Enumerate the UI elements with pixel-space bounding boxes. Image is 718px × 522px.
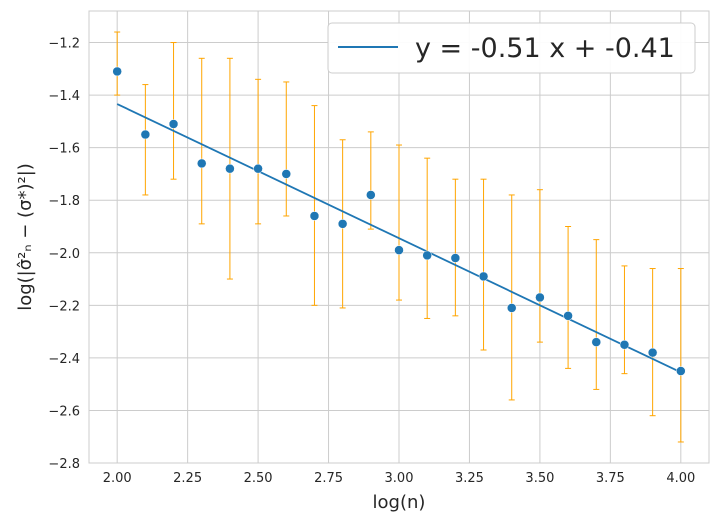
legend: y = -0.51 x + -0.41 bbox=[327, 22, 696, 74]
y-axis-label: log(|σ̂²ₙ − (σ*)²|) bbox=[15, 163, 36, 311]
x-tick-label: 2.50 bbox=[244, 471, 273, 486]
error-bar bbox=[565, 225, 572, 369]
data-point bbox=[281, 169, 292, 179]
error-bar bbox=[452, 178, 459, 317]
error-bar bbox=[396, 144, 402, 301]
x-axis-label: log(n) bbox=[373, 492, 426, 513]
data-point bbox=[591, 337, 602, 347]
error-bar bbox=[508, 194, 515, 401]
fit-line bbox=[116, 103, 682, 374]
x-tick-label: 4.00 bbox=[666, 471, 695, 486]
error-bar bbox=[367, 131, 374, 230]
data-point bbox=[168, 119, 179, 129]
x-tick-label: 3.75 bbox=[596, 471, 625, 486]
error-bar bbox=[142, 84, 149, 196]
fit-line-group bbox=[116, 103, 682, 374]
y-tick-label: −2.2 bbox=[48, 299, 80, 314]
data-point bbox=[676, 366, 686, 376]
y-tick-labels: −1.2 −1.4 −1.6 −1.8 −2.0 −2.2 −2.4 −2.6 −2.8 bbox=[48, 37, 80, 472]
error-bar bbox=[677, 268, 684, 443]
error-bar bbox=[649, 268, 656, 417]
error-bar bbox=[114, 31, 121, 96]
data-point bbox=[478, 271, 489, 282]
x-tick-label: 3.25 bbox=[455, 471, 484, 486]
y-tick-label: −2.4 bbox=[48, 352, 80, 367]
x-tick-label: 2.00 bbox=[103, 471, 132, 486]
data-points bbox=[112, 66, 686, 376]
error-bar bbox=[198, 57, 205, 225]
data-point bbox=[563, 311, 573, 321]
y-tick-label: −2.8 bbox=[48, 457, 80, 472]
error-bar bbox=[621, 265, 628, 375]
data-point bbox=[535, 292, 545, 303]
x-tick-label: 2.75 bbox=[314, 471, 343, 486]
data-point bbox=[225, 163, 235, 174]
y-tick-label: −1.8 bbox=[48, 194, 80, 209]
error-bar bbox=[255, 78, 262, 225]
y-tick-label: −1.2 bbox=[48, 37, 80, 52]
y-tick-label: −2.0 bbox=[48, 247, 80, 262]
data-point bbox=[140, 129, 151, 140]
data-point bbox=[422, 250, 432, 261]
error-bar bbox=[480, 178, 487, 351]
y-tick-label: −2.6 bbox=[48, 404, 80, 419]
legend-label: y = -0.51 x + -0.41 bbox=[415, 33, 675, 64]
error-bar bbox=[283, 81, 290, 217]
error-bar bbox=[311, 105, 318, 306]
error-bar bbox=[170, 42, 177, 180]
legend-box bbox=[327, 22, 696, 74]
data-point bbox=[112, 66, 122, 77]
data-point bbox=[196, 158, 207, 169]
data-point bbox=[253, 163, 263, 174]
x-tick-label: 3.00 bbox=[385, 471, 414, 486]
x-tick-label: 2.25 bbox=[173, 471, 202, 486]
plot-frame bbox=[88, 10, 710, 464]
error-bar bbox=[424, 157, 431, 319]
data-point bbox=[506, 303, 517, 313]
data-point bbox=[366, 190, 376, 200]
x-tick-labels: 2.00 2.25 2.50 2.75 3.00 3.25 3.50 3.75 4.00 bbox=[103, 471, 696, 486]
data-point bbox=[619, 339, 630, 350]
data-point bbox=[309, 211, 320, 221]
x-tick-label: 3.50 bbox=[525, 471, 554, 486]
data-point bbox=[450, 253, 461, 263]
data-point bbox=[647, 347, 658, 358]
data-point bbox=[337, 219, 348, 229]
error-bar bbox=[536, 189, 543, 343]
error-bar bbox=[593, 239, 600, 390]
y-tick-label: −1.4 bbox=[48, 89, 80, 104]
y-tick-label: −1.6 bbox=[48, 142, 80, 157]
data-point bbox=[394, 245, 404, 255]
